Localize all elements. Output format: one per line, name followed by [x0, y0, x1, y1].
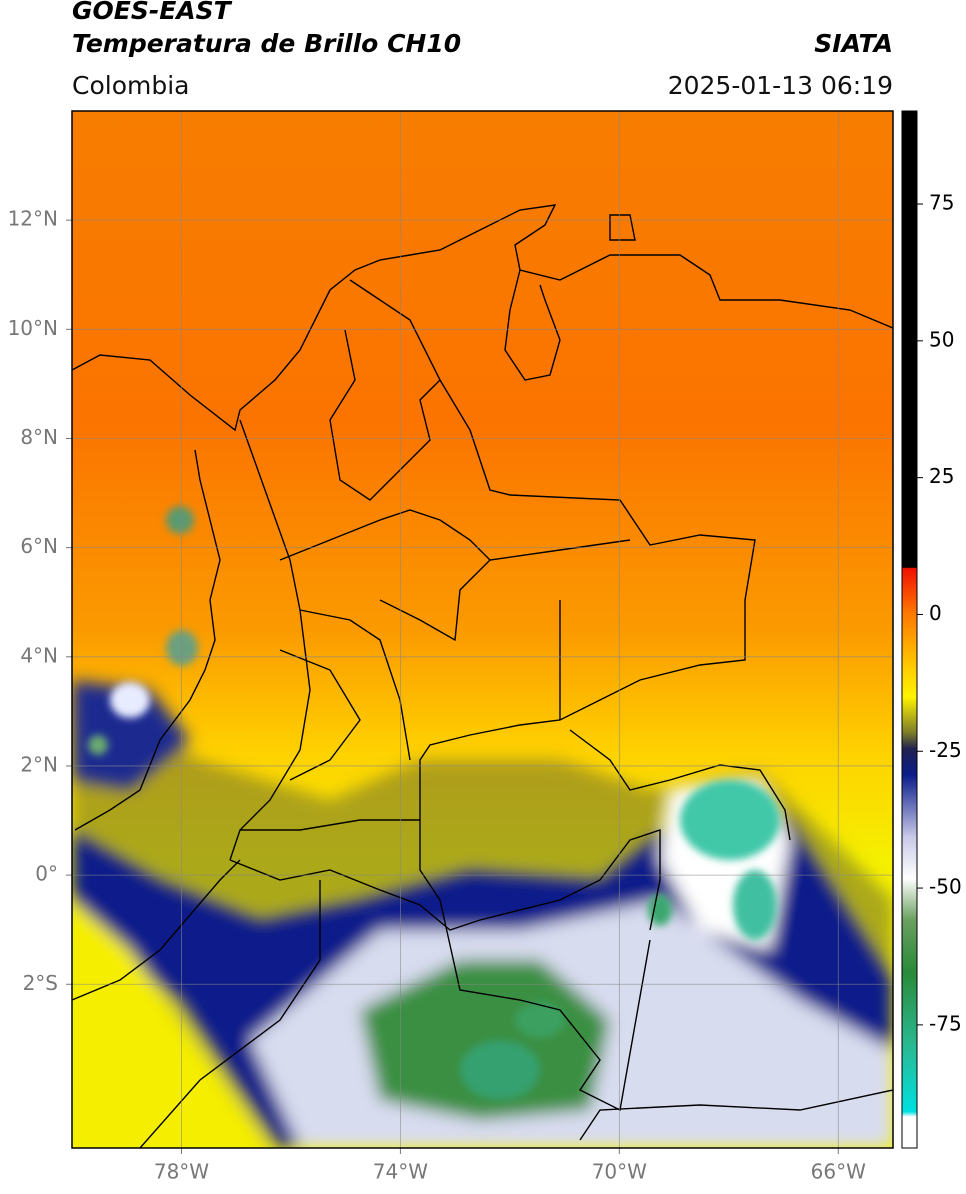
y-tick-label: 2°S	[23, 971, 58, 995]
y-tick-label: 6°N	[20, 534, 58, 558]
y-tick-label: 12°N	[8, 207, 58, 231]
y-tick-label: 0°	[35, 862, 58, 886]
colorbar-tick-label: 25	[929, 464, 954, 488]
title: GOES-EAST	[72, 0, 233, 25]
region: Colombia	[72, 71, 189, 100]
satellite-image	[72, 111, 893, 1148]
colorbar-tick-label: 50	[929, 327, 954, 351]
colorbar-tick-label: -25	[929, 738, 962, 762]
y-tick-label: 8°N	[20, 425, 58, 449]
x-tick-label: 74°W	[373, 1160, 428, 1184]
colorbar-tick-label: 75	[929, 191, 954, 215]
colorbar	[901, 110, 918, 1149]
subtitle: Temperatura de Brillo CH10	[72, 29, 461, 58]
map-frame	[71, 110, 894, 1149]
coastlines	[72, 204, 893, 1148]
x-tick-label: 66°W	[811, 1160, 866, 1184]
x-tick-label: 70°W	[592, 1160, 647, 1184]
source: SIATA	[814, 29, 893, 58]
x-tick-label: 78°W	[154, 1160, 209, 1184]
y-tick-label: 4°N	[20, 643, 58, 667]
y-tick-label: 2°N	[20, 752, 58, 776]
datetime: 2025-01-13 06:19	[668, 71, 893, 100]
colorbar-tick-label: -75	[929, 1011, 962, 1035]
colorbar-tick-label: 0	[929, 601, 942, 625]
y-tick-label: 10°N	[8, 316, 58, 340]
colorbar-tick-label: -50	[929, 875, 962, 899]
graticule	[66, 111, 893, 1154]
